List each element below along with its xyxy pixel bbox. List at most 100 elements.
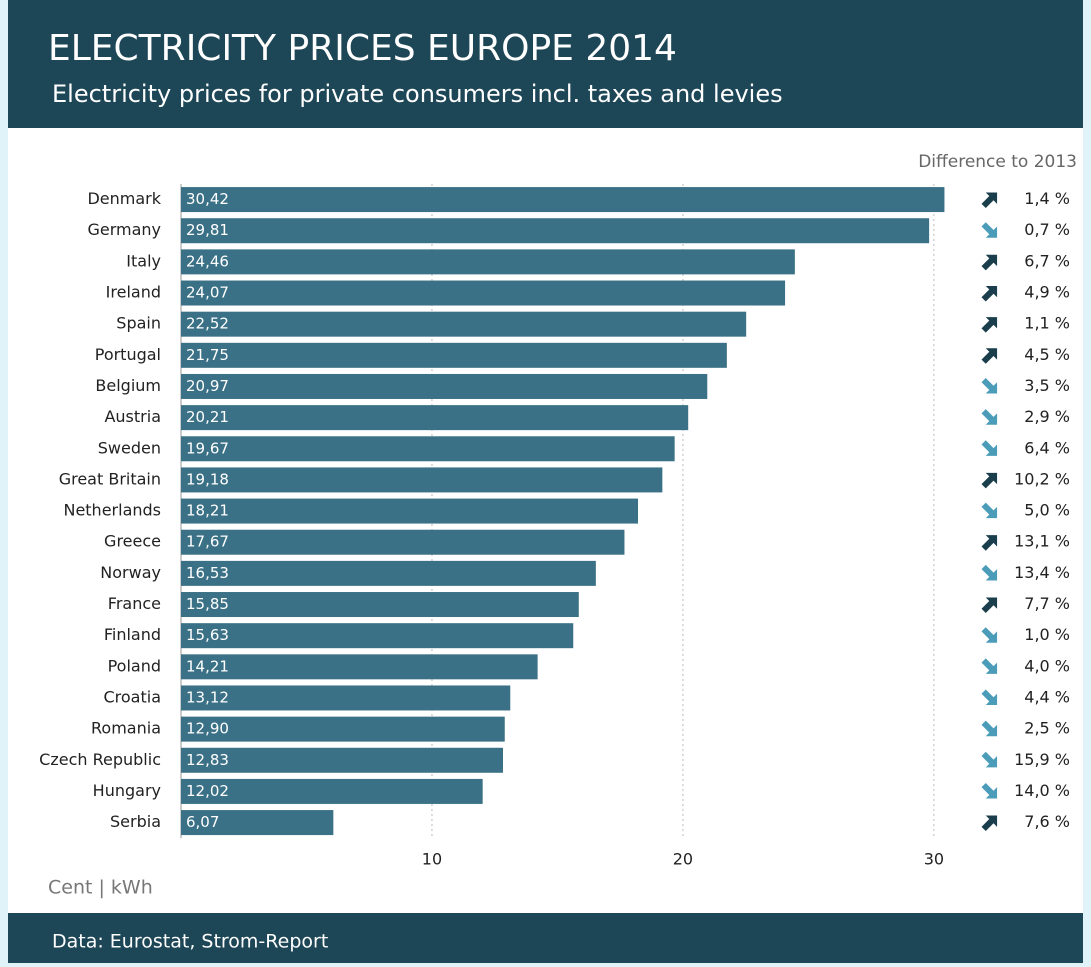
bar <box>181 560 596 586</box>
value-label: 22,52 <box>186 315 229 333</box>
y-tick-label: Serbia <box>110 812 161 831</box>
y-tick-label: Denmark <box>87 189 161 208</box>
difference-label: 13,1 % <box>1014 532 1070 551</box>
arrow-up <box>981 317 998 333</box>
chart-title: ELECTRICITY PRICES EUROPE 2014 <box>48 28 677 69</box>
difference-label: 2,5 % <box>1024 719 1070 738</box>
value-label: 14,21 <box>186 657 229 675</box>
value-label: 12,83 <box>186 751 229 769</box>
y-tick-label: Czech Republic <box>39 750 161 769</box>
value-label: 30,42 <box>186 190 229 208</box>
value-label: 21,75 <box>186 346 229 364</box>
arrow-down <box>981 502 998 519</box>
difference-label: 0,7 % <box>1024 220 1070 239</box>
arrow-down <box>981 377 998 394</box>
header <box>8 0 1083 128</box>
difference-label: 15,9 % <box>1014 750 1070 769</box>
x-tick-label: 20 <box>673 850 693 869</box>
difference-label: 10,2 % <box>1014 469 1070 488</box>
bar <box>181 249 795 275</box>
bar <box>181 654 538 680</box>
arrow-down <box>981 564 998 581</box>
value-label: 15,85 <box>186 595 229 613</box>
chart-subtitle: Electricity prices for private consumers… <box>52 80 783 108</box>
y-tick-label: Belgium <box>95 376 161 395</box>
y-tick-label: France <box>108 594 161 613</box>
source: Data: Eurostat, Strom-Report <box>52 931 328 953</box>
difference-label: 4,9 % <box>1024 283 1070 302</box>
y-tick-label: Portugal <box>95 345 161 364</box>
arrow-down <box>981 720 998 737</box>
arrow-down <box>981 222 998 238</box>
difference-label: 6,4 % <box>1024 438 1070 457</box>
arrow-up <box>981 348 998 364</box>
difference-label: 6,7 % <box>1024 251 1070 270</box>
bar <box>181 623 574 649</box>
value-label: 6,07 <box>186 813 219 831</box>
bar <box>181 685 511 711</box>
bar <box>181 280 786 306</box>
y-tick-label: Ireland <box>106 283 161 302</box>
value-label: 15,63 <box>186 626 229 644</box>
value-label: 19,67 <box>186 439 229 457</box>
bar <box>181 373 708 399</box>
value-label: 20,21 <box>186 408 229 426</box>
arrow-down <box>981 409 998 425</box>
y-tick-label: Sweden <box>98 438 161 457</box>
difference-label: 7,7 % <box>1024 594 1070 613</box>
y-tick-label: Hungary <box>93 781 161 800</box>
difference-label: 3,5 % <box>1024 376 1070 395</box>
difference-label: 2,9 % <box>1024 407 1070 426</box>
difference-label: 14,0 % <box>1014 781 1070 800</box>
bar <box>181 498 639 524</box>
bar <box>181 342 727 368</box>
difference-label: 1,1 % <box>1024 314 1070 333</box>
bar <box>181 529 625 555</box>
value-label: 20,97 <box>186 377 229 395</box>
bar <box>181 405 689 431</box>
difference-label: 1,4 % <box>1024 189 1070 208</box>
value-label: 13,12 <box>186 688 229 706</box>
difference-label: 1,0 % <box>1024 625 1070 644</box>
difference-label: 13,4 % <box>1014 563 1070 582</box>
y-tick-label: Poland <box>108 656 161 675</box>
arrow-down <box>981 627 998 643</box>
difference-label: 5,0 % <box>1024 501 1070 520</box>
arrow-up <box>981 597 998 614</box>
bar <box>181 810 334 836</box>
difference-label: 4,0 % <box>1024 656 1070 675</box>
y-tick-label: Finland <box>104 625 161 644</box>
arrow-up <box>981 254 998 271</box>
value-label: 29,81 <box>186 221 229 239</box>
y-tick-label: Greece <box>104 532 161 551</box>
arrow-down <box>981 689 998 706</box>
value-label: 17,67 <box>186 533 229 551</box>
bar <box>181 218 930 244</box>
bar <box>181 187 945 213</box>
y-tick-label: Croatia <box>103 687 161 706</box>
arrow-up <box>981 285 998 302</box>
bar <box>181 436 675 462</box>
difference-label: 7,6 % <box>1024 812 1070 831</box>
y-tick-label: Spain <box>116 314 161 333</box>
x-axis-label: Cent | kWh <box>48 877 153 899</box>
value-label: 18,21 <box>186 502 229 520</box>
value-label: 24,46 <box>186 252 229 270</box>
difference-title: Difference to 2013 <box>918 152 1077 172</box>
bar <box>181 716 505 742</box>
y-tick-label: Norway <box>100 563 161 582</box>
arrow-up <box>981 472 998 489</box>
x-tick-label: 10 <box>422 850 442 869</box>
difference-label: 4,5 % <box>1024 345 1070 364</box>
arrow-down <box>981 440 998 456</box>
y-tick-label: Romania <box>91 719 161 738</box>
y-tick-label: Netherlands <box>63 501 161 520</box>
bar <box>181 311 747 337</box>
value-label: 24,07 <box>186 284 229 302</box>
bar <box>181 747 503 773</box>
arrow-up <box>981 192 998 209</box>
value-label: 12,90 <box>186 720 229 738</box>
y-tick-label: Germany <box>87 220 161 239</box>
value-label: 19,18 <box>186 470 229 488</box>
